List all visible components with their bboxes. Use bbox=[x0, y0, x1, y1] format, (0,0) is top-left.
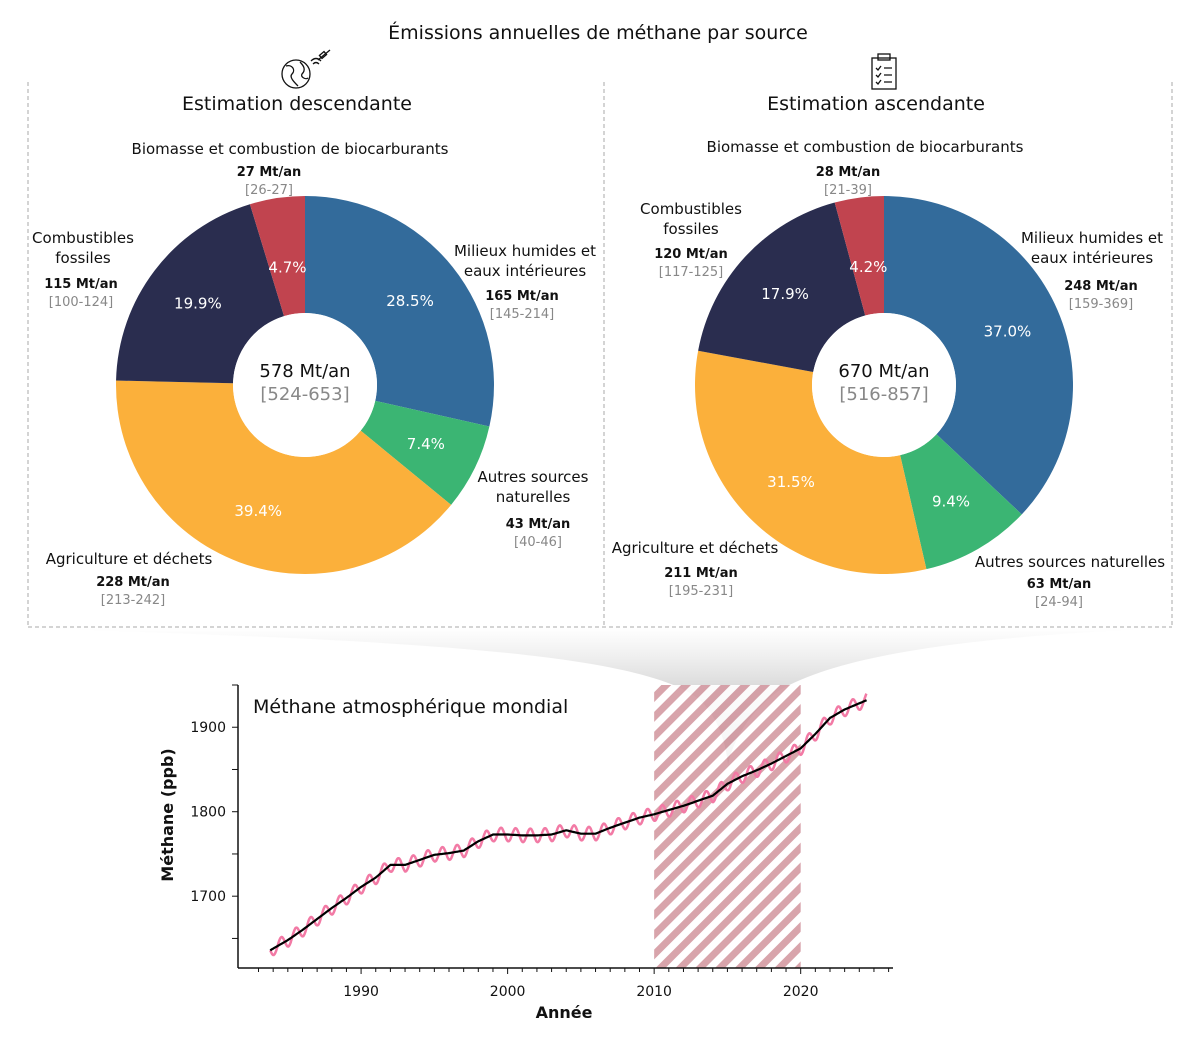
value-label: 165 Mt/an bbox=[485, 289, 559, 304]
series-line-monthly bbox=[269, 693, 868, 957]
line-chart-title: Méthane atmosphérique mondial bbox=[253, 696, 568, 718]
category-label: eaux intérieures bbox=[1031, 249, 1153, 267]
range-label: [195-231] bbox=[669, 584, 733, 599]
category-label: Milieux humides et bbox=[1021, 229, 1163, 247]
category-label: Milieux humides et bbox=[454, 242, 596, 260]
pie-percent-label: 7.4% bbox=[407, 435, 445, 453]
category-label: Combustibles bbox=[640, 200, 742, 218]
pie-total-range-top-down: [524-653] bbox=[260, 384, 349, 405]
value-label: 228 Mt/an bbox=[96, 575, 170, 590]
x-tick-label: 1990 bbox=[343, 984, 379, 1000]
category-label: fossiles bbox=[663, 220, 719, 238]
pie-slice-agriculture bbox=[694, 350, 927, 575]
line-chart: 1700 1800 1900 1990 2000 2010 2020 Méthane atm… bbox=[158, 684, 893, 1022]
series-line-smoothed bbox=[269, 699, 868, 952]
pie-percent-label: 39.4% bbox=[234, 502, 282, 520]
pie-hole bbox=[233, 313, 377, 457]
pie-percent-label: 17.9% bbox=[761, 285, 809, 303]
pie-title-top-down: Estimation descendante bbox=[182, 93, 412, 115]
clipboard-checklist-icon bbox=[871, 53, 897, 90]
range-label: [100-124] bbox=[49, 295, 113, 310]
value-label: 27 Mt/an bbox=[237, 165, 302, 180]
pie-slice-wetlands bbox=[884, 196, 1073, 515]
globe-satellite-icon bbox=[281, 49, 331, 89]
value-label: 28 Mt/an bbox=[816, 165, 881, 180]
x-tick-label: 2000 bbox=[490, 984, 526, 1000]
pie-title-bottom-up: Estimation ascendante bbox=[767, 93, 985, 115]
pie-percent-label: 31.5% bbox=[767, 473, 815, 491]
range-label: [117-125] bbox=[659, 265, 723, 280]
category-label: eaux intérieures bbox=[464, 262, 586, 280]
pie-percent-label: 4.2% bbox=[849, 258, 887, 276]
pie-percent-label: 19.9% bbox=[174, 295, 222, 313]
pie-chart-bottom-up: 37.0% 9.4% 31.5% 17.9% 4.2% bbox=[694, 196, 1073, 575]
pie-slice-wetlands bbox=[305, 196, 494, 427]
range-label: [24-94] bbox=[1035, 595, 1083, 610]
pie-slice-other_natural bbox=[900, 434, 1022, 570]
pie-slice-other_natural bbox=[360, 400, 490, 505]
value-label: 115 Mt/an bbox=[44, 277, 118, 292]
range-label: [26-27] bbox=[245, 183, 293, 198]
highlight-period-hatch bbox=[654, 685, 801, 968]
pie-slice-fossil bbox=[116, 204, 285, 384]
pie-slice-agriculture bbox=[116, 380, 452, 574]
pie-total-top-down: 578 Mt/an bbox=[259, 361, 350, 382]
zoom-funnel bbox=[28, 628, 1172, 765]
range-label: [159-369] bbox=[1069, 297, 1133, 312]
range-label: [213-242] bbox=[101, 593, 165, 608]
value-label: 248 Mt/an bbox=[1064, 279, 1138, 294]
value-label: 43 Mt/an bbox=[506, 517, 571, 532]
pie-total-bottom-up: 670 Mt/an bbox=[838, 361, 929, 382]
y-axis-label: Méthane (ppb) bbox=[158, 748, 177, 881]
y-tick-label: 1900 bbox=[190, 720, 226, 736]
pie-slice-fossil bbox=[698, 202, 866, 372]
labels-bottom-up: Biomasse et combustion de biocarburants … bbox=[612, 138, 1166, 610]
pie-percent-label: 4.7% bbox=[268, 258, 306, 276]
pie-total-range-bottom-up: [516-857] bbox=[839, 384, 928, 405]
pie-chart-top-down: 28.5% 7.4% 39.4% 19.9% 4.7% bbox=[116, 196, 494, 574]
labels-top-down: Biomasse et combustion de biocarburants … bbox=[32, 140, 596, 608]
panel-frames bbox=[27, 82, 1173, 628]
pie-slice-biomass bbox=[249, 196, 305, 317]
x-tick-label: 2010 bbox=[636, 984, 672, 1000]
category-label: Autres sources bbox=[478, 468, 589, 486]
value-label: 211 Mt/an bbox=[664, 566, 738, 581]
category-label: Autres sources naturelles bbox=[975, 553, 1165, 571]
range-label: [21-39] bbox=[824, 183, 872, 198]
pie-percent-label: 9.4% bbox=[932, 493, 970, 511]
category-label: Agriculture et déchets bbox=[612, 539, 779, 557]
y-tick-label: 1800 bbox=[190, 805, 226, 821]
pie-slice-biomass bbox=[834, 196, 884, 316]
value-label: 120 Mt/an bbox=[654, 247, 728, 262]
value-label: 63 Mt/an bbox=[1027, 577, 1092, 592]
pie-percent-label: 28.5% bbox=[386, 292, 434, 310]
range-label: [40-46] bbox=[514, 535, 562, 550]
category-label: Biomasse et combustion de biocarburants bbox=[707, 138, 1024, 156]
category-label: Combustibles bbox=[32, 229, 134, 247]
pie-hole bbox=[812, 313, 956, 457]
range-label: [145-214] bbox=[490, 307, 554, 322]
category-label: Agriculture et déchets bbox=[46, 550, 213, 568]
category-label: Biomasse et combustion de biocarburants bbox=[132, 140, 449, 158]
category-label: naturelles bbox=[496, 488, 571, 506]
x-tick-label: 2020 bbox=[783, 984, 819, 1000]
y-tick-label: 1700 bbox=[190, 889, 226, 905]
main-title: Émissions annuelles de méthane par sourc… bbox=[388, 21, 808, 44]
category-label: fossiles bbox=[55, 249, 111, 267]
x-axis-label: Année bbox=[536, 1003, 593, 1022]
pie-percent-label: 37.0% bbox=[984, 323, 1032, 341]
